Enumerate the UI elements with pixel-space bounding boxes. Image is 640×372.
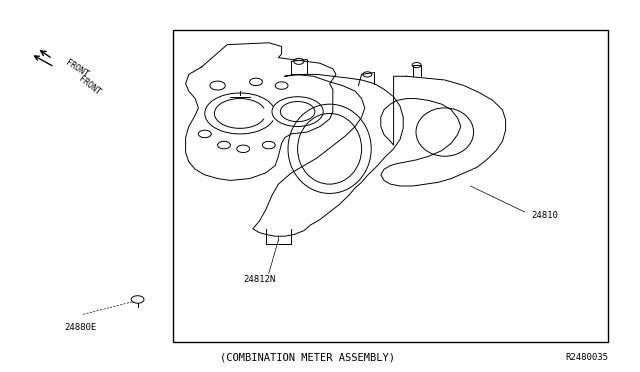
Bar bbox=[173, 30, 608, 342]
Text: (COMBINATION METER ASSEMBLY): (COMBINATION METER ASSEMBLY) bbox=[220, 352, 395, 362]
Text: 24880E: 24880E bbox=[64, 323, 96, 332]
Text: 24812N: 24812N bbox=[243, 275, 275, 283]
Text: R2480035: R2480035 bbox=[565, 353, 608, 362]
Text: FRONT: FRONT bbox=[64, 58, 90, 79]
Text: FRONT: FRONT bbox=[77, 74, 102, 97]
Text: 24810: 24810 bbox=[531, 211, 558, 220]
